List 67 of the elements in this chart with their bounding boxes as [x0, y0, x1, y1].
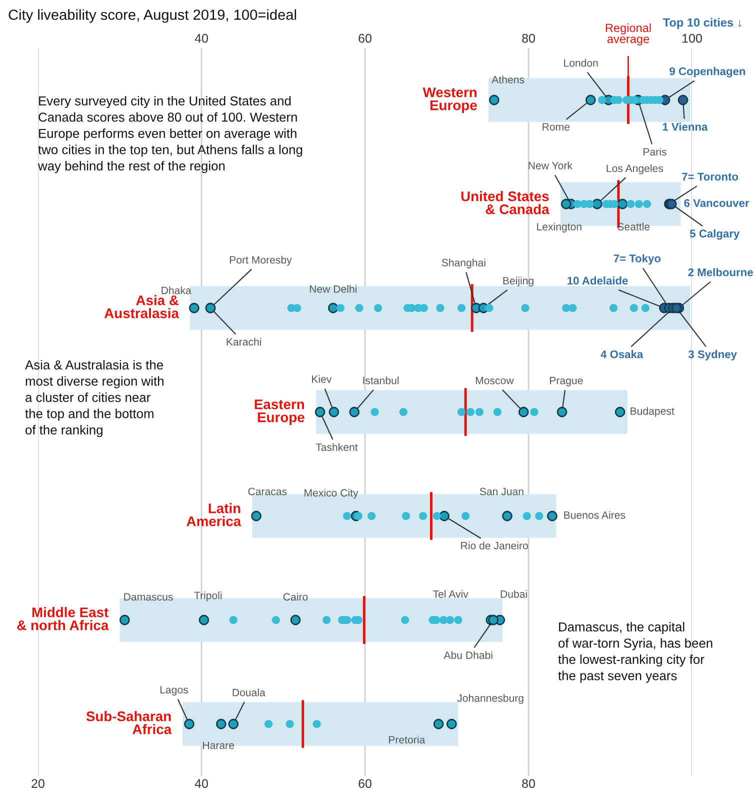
annotation: Rio de Janeiro: [461, 542, 528, 550]
y-tick-label: Western Europe: [422, 88, 477, 113]
annotation: Istanbul: [363, 376, 399, 384]
annotation: Asia & Australasia is the most diverse region with a cluster of cities near the top and the bottom of the ranking: [25, 360, 164, 438]
annotation: Lagos: [160, 686, 188, 696]
annotation: Abu Dhabi: [444, 651, 492, 659]
x2-tick-label: 40: [194, 34, 208, 43]
annotation: Pretoria: [389, 736, 426, 744]
x-tick-label: 80: [522, 779, 535, 788]
annotation: 6 Vancouver: [684, 199, 750, 207]
y-tick-label: Eastern Europe: [254, 400, 304, 425]
annotation: Shanghai: [442, 258, 486, 268]
annotation: New York: [528, 162, 572, 170]
annotation: 1 Vienna: [662, 122, 708, 131]
annotation: Damascus: [124, 593, 173, 601]
annotation: Douala: [232, 688, 266, 696]
x-tick-label: 20: [32, 779, 44, 788]
annotation: 9 Copenhagen: [670, 67, 746, 78]
y-tick-label: Asia & Australasia: [104, 295, 180, 318]
annotation: Kiev: [312, 375, 332, 383]
annotation: 3 Sydney: [688, 350, 737, 360]
text: Top 10 cities ↓: [663, 18, 742, 30]
y-tick-label: Latin America: [186, 503, 242, 526]
annotation: Budapest: [630, 407, 674, 417]
y-tick-label: Middle East & north Africa: [17, 607, 109, 630]
annotation: Dubai: [500, 590, 527, 598]
annotation: 7= Toronto: [682, 172, 738, 181]
annotation: Los Angeles: [606, 164, 664, 174]
annotation: Every surveyed city in the United States and Canada scores above 80 out of 100. Western Europe performs even better on average with two cities in the top ten, but Athens falls a long way behind the rest of the region: [38, 96, 302, 174]
annotation: Seattle: [618, 222, 650, 230]
annotation: New Delhi: [310, 285, 356, 293]
annotation: Athens: [492, 76, 524, 84]
annotation: Dhaka: [162, 286, 192, 294]
annotation: Cairo: [283, 592, 308, 601]
y-tick-label: Sub-Saharan Africa: [86, 711, 172, 734]
annotation: Tripoli: [194, 591, 222, 602]
annotation: 2 Melbourne: [688, 268, 753, 276]
annotation: Harare: [203, 742, 234, 750]
annotation: Karachi: [226, 338, 262, 346]
chart-title: City liveability score, August 2019, 100=ideal: [8, 9, 296, 23]
annotation: 10 Adelaide: [568, 276, 628, 285]
annotation: San Juan: [480, 488, 524, 496]
x2-tick-label: 100: [682, 34, 702, 43]
annotation: 4 Osaka: [600, 350, 644, 358]
annotation: Beijing: [503, 276, 534, 287]
band-label: Regional average: [606, 23, 651, 46]
annotation: 5 Calgary: [690, 229, 740, 240]
annotation: Rome: [542, 123, 570, 131]
annotation: Tashkent: [316, 443, 358, 451]
annotation: Paris: [644, 148, 666, 156]
annotation: Lexington: [537, 222, 582, 233]
annotation: Johannesburg: [457, 694, 524, 704]
annotation: Tel Aviv: [433, 590, 468, 598]
y-tick-label: United States & Canada: [461, 191, 550, 214]
annotation: Damascus, the capital of war-torn Syria, has been the lowest-ranking city for the past seven years: [558, 622, 712, 683]
annotation: Buenos Aires: [564, 511, 626, 519]
x2-tick-label: 60: [358, 34, 372, 43]
annotation: 7= Tokyo: [614, 254, 661, 265]
annotation: Moscow: [476, 376, 514, 384]
annotation: Port Moresby: [230, 256, 292, 266]
x-tick-label: 40: [194, 779, 208, 788]
x2-tick-label: 80: [522, 34, 535, 43]
annotation: Mexico City: [304, 488, 358, 499]
annotation: Caracas: [248, 488, 287, 496]
annotation: London: [564, 58, 598, 67]
annotation: Prague: [550, 376, 583, 386]
x-tick-label: 60: [358, 779, 372, 788]
